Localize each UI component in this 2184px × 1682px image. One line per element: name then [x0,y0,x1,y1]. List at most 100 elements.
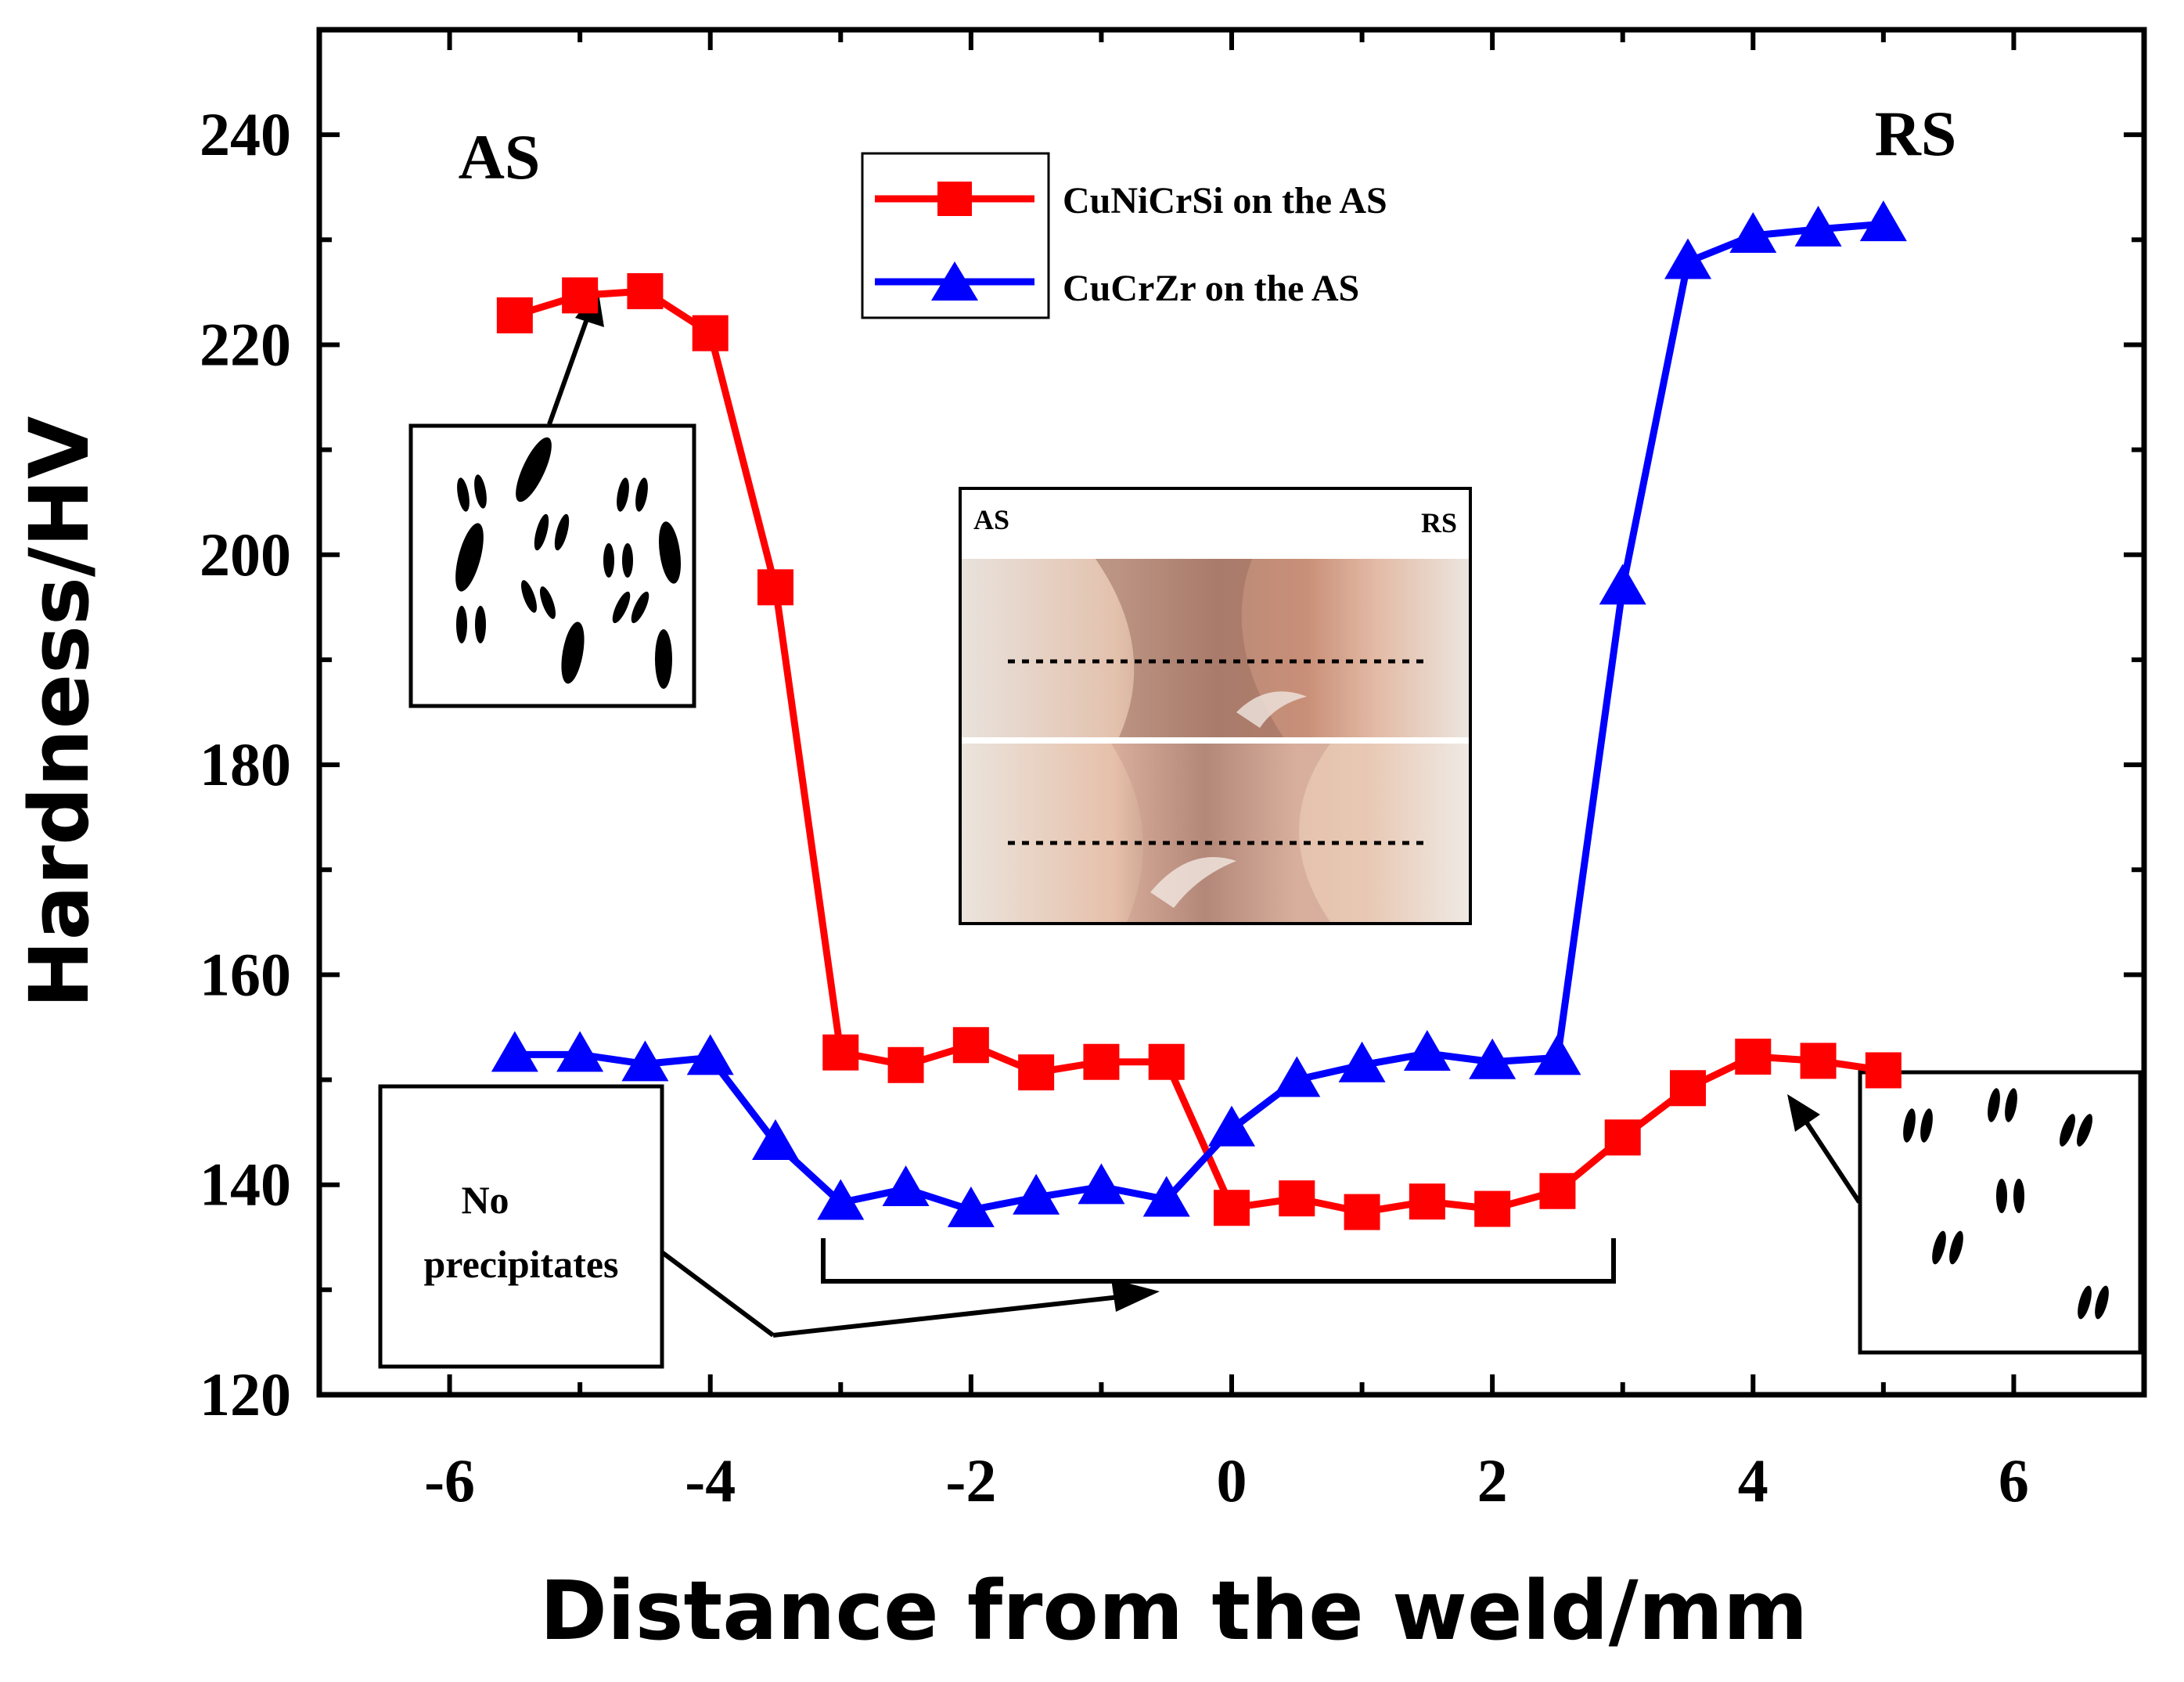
as-schematic-box [408,423,696,708]
y-axis-title: Hardness/HV [12,416,107,1009]
point-cunicrsi-on-the-as-4 [757,569,793,606]
rs-schematic-arrow [1802,1118,1862,1204]
inset-top-onion-rings [1236,691,1307,728]
haz-bracket [821,1238,1616,1284]
x-axis-title: Distance from the weld/mm [540,1563,1808,1659]
legend-marker-square [937,182,972,216]
rs-precipitate-particles [1903,1088,2109,1320]
point-cunicrsi-on-the-as-8 [1018,1054,1055,1091]
point-cucrzr-on-the-as-5 [817,1179,865,1220]
point-cucrzr-on-the-as-21 [1859,200,1907,242]
series-layer [491,200,1907,1230]
y-tick-label-240: 240 [200,100,291,168]
inset-bottom-stir-zone [1111,744,1330,922]
no-precipitates-arrow [660,1250,775,1338]
point-cunicrsi-on-the-as-12 [1279,1180,1315,1217]
point-cunicrsi-on-the-as-2 [627,273,664,310]
point-cunicrsi-on-the-as-0 [496,297,533,333]
y-tick-label-180: 180 [200,730,291,798]
as-schematic-arrow [547,313,591,426]
series-cunicrsi-on-the-as [496,273,1902,1230]
x-tick-label-2: 2 [1477,1446,1508,1515]
point-cunicrsi-on-the-as-1 [562,277,599,314]
point-cucrzr-on-the-as-8 [1013,1173,1060,1215]
x-axis-ticks: -6 -4 -2 0 2 4 6 [317,30,2146,1515]
point-cunicrsi-on-the-as-20 [1800,1043,1837,1079]
point-cucrzr-on-the-as-3 [686,1034,734,1075]
point-cucrzr-on-the-as-2 [621,1040,669,1082]
point-cucrzr-on-the-as-4 [752,1119,799,1161]
point-cucrzr-on-the-as-0 [491,1031,538,1072]
no-precipitates-box [378,1084,664,1369]
legend-box [861,152,1050,319]
point-cucrzr-on-the-as-10 [1142,1176,1190,1217]
x-tick-label--2: -2 [945,1446,996,1515]
y-tick-label-160: 160 [200,940,291,1008]
point-cucrzr-on-the-as-16 [1534,1034,1581,1075]
no-precipitates-annotation: No precipitates [378,1084,1616,1369]
point-cucrzr-on-the-as-12 [1273,1056,1321,1097]
point-cunicrsi-on-the-as-15 [1474,1190,1511,1227]
point-cunicrsi-on-the-as-6 [887,1046,924,1083]
point-cunicrsi-on-the-as-10 [1148,1043,1185,1080]
point-cunicrsi-on-the-as-3 [692,315,729,351]
point-cucrzr-on-the-as-14 [1403,1030,1451,1071]
legend: CuNiCrSi on the AS CuCrZr on the AS [861,152,1387,319]
point-cunicrsi-on-the-as-16 [1539,1172,1576,1209]
point-cunicrsi-on-the-as-7 [952,1027,989,1064]
point-cunicrsi-on-the-as-13 [1344,1194,1380,1230]
point-cucrzr-on-the-as-19 [1729,211,1777,253]
y-tick-label-200: 200 [200,520,291,589]
point-cucrzr-on-the-as-18 [1664,238,1711,279]
no-precipitates-line1: No [461,1178,509,1222]
point-cunicrsi-on-the-as-21 [1865,1052,1902,1089]
point-cucrzr-on-the-as-7 [947,1186,995,1227]
no-precipitates-line2: precipitates [423,1242,618,1286]
x-tick-label--4: -4 [685,1446,736,1515]
y-tick-label-140: 140 [200,1151,291,1219]
as-precipitates-schematic [408,288,696,708]
rs-side-label: RS [1875,98,1957,169]
inset-label-as: AS [973,504,1009,535]
point-cucrzr-on-the-as-1 [556,1031,604,1072]
y-tick-label-120: 120 [200,1360,291,1428]
inset-label-rs: RS [1421,507,1457,538]
rs-precipitates-schematic [1787,1070,2143,1355]
x-tick-label-0: 0 [1217,1446,1247,1515]
point-cucrzr-on-the-as-15 [1469,1038,1517,1079]
inset-image-bottom [962,744,1469,922]
no-precipitates-arrowhead [1111,1279,1160,1312]
y-axis-ticks: 120 140 160 180 200 220 240 [200,27,2144,1428]
point-cunicrsi-on-the-as-17 [1604,1119,1641,1156]
legend-label-cunicrsi: CuNiCrSi on the AS [1063,180,1387,222]
point-cunicrsi-on-the-as-14 [1409,1183,1445,1220]
point-cucrzr-on-the-as-9 [1078,1163,1125,1205]
legend-label-cucrzr: CuCrZr on the AS [1063,268,1359,309]
series-line-cucrzr-on-the-as [514,220,1884,1214]
series-line-cunicrsi-on-the-as [513,287,1884,1216]
rs-schematic-arrowhead [1787,1094,1820,1132]
series-cucrzr-on-the-as [491,200,1907,1227]
x-tick-label-6: 6 [1999,1446,2029,1515]
y-tick-label-220: 220 [200,310,291,378]
point-cunicrsi-on-the-as-5 [822,1034,859,1071]
x-tick-label--6: -6 [424,1446,475,1515]
point-cunicrsi-on-the-as-11 [1214,1190,1250,1226]
point-cunicrsi-on-the-as-9 [1083,1043,1120,1080]
point-cucrzr-on-the-as-6 [882,1165,930,1207]
point-cucrzr-on-the-as-13 [1338,1041,1386,1082]
as-side-label: AS [459,121,541,193]
x-tick-label-4: 4 [1738,1446,1768,1515]
inset-top-stir-zone [1096,559,1283,737]
point-cunicrsi-on-the-as-19 [1735,1039,1772,1075]
inset-bottom-onion-rings [1150,857,1236,908]
weld-micrograph-inset: AS RS [959,487,1472,925]
point-cunicrsi-on-the-as-18 [1670,1070,1706,1107]
no-precipitates-arrow-2 [772,1294,1128,1338]
point-cucrzr-on-the-as-17 [1599,564,1646,605]
legend-marker-triangle [931,261,978,301]
as-precipitate-particles [455,437,682,689]
point-cucrzr-on-the-as-20 [1794,205,1842,247]
point-cucrzr-on-the-as-11 [1208,1105,1255,1147]
